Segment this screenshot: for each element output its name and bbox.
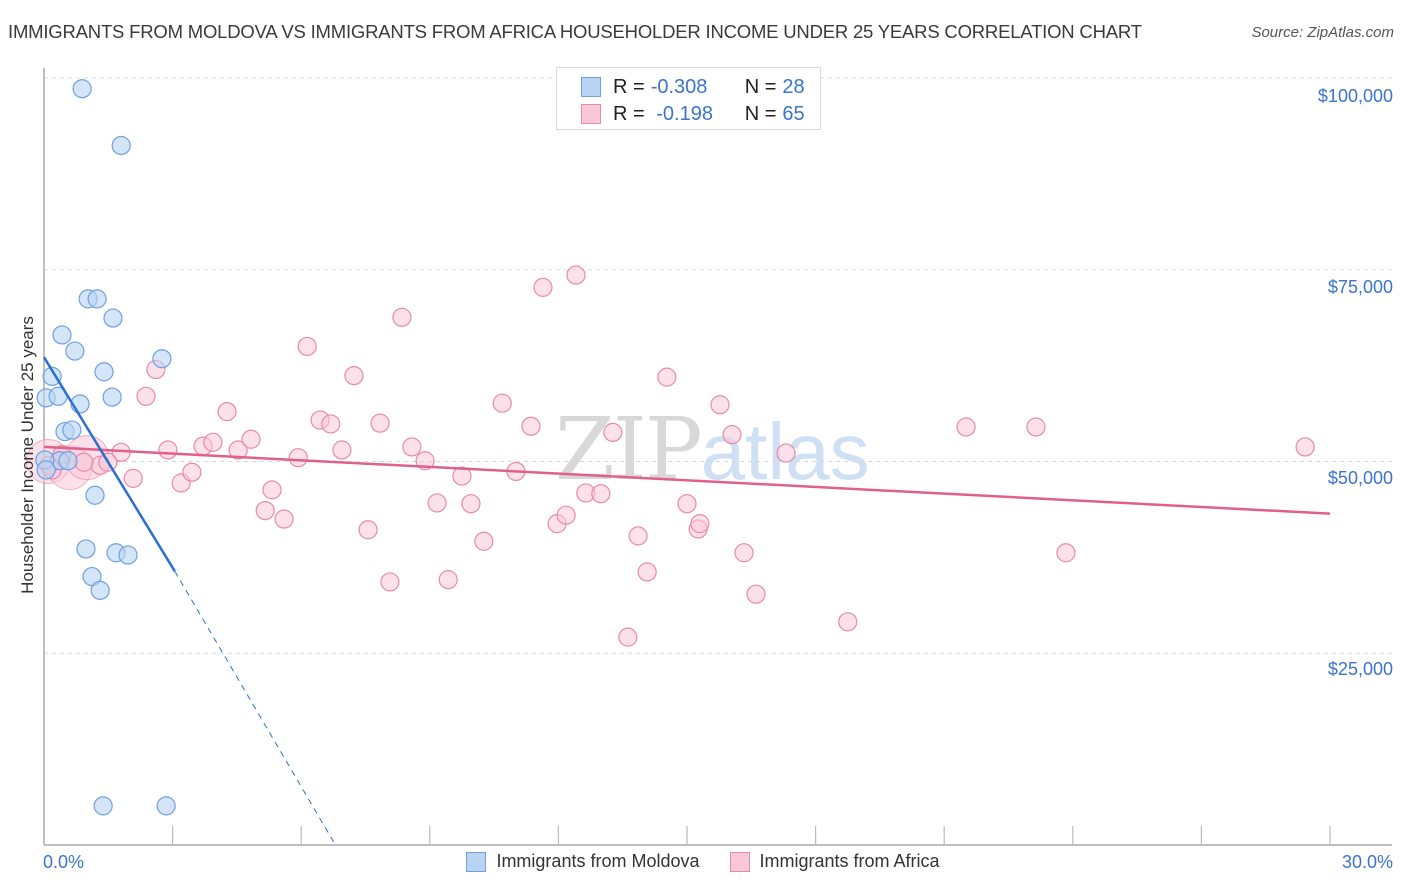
r-value: -0.308 (650, 75, 708, 98)
stats-row-moldova: R = -0.308 N = 28 (581, 75, 805, 99)
gridlines (44, 77, 1392, 654)
r-label: R = (613, 75, 645, 98)
n-value: 65 (782, 102, 805, 125)
legend-item-moldova[interactable]: Immigrants from Moldova (466, 851, 700, 872)
stats-legend: R = -0.308 N = 28 R = -0.198 N = 65 (556, 67, 821, 130)
x-tick-min: 0.0% (43, 852, 85, 872)
moldova-swatch (466, 851, 487, 872)
n-value: 28 (782, 75, 805, 98)
r-value: -0.198 (650, 102, 713, 125)
y-tick-25000: $25,000 (1327, 659, 1393, 679)
trend-lines (42, 356, 1331, 846)
chart-title: IMMIGRANTS FROM MOLDOVA VS IMMIGRANTS FR… (8, 21, 1142, 42)
moldova-points (35, 79, 176, 816)
africa-swatch (729, 851, 750, 872)
bottom-legend: Immigrants from Moldova Immigrants from … (0, 851, 1406, 872)
source-label: Source: ZipAtlas.com (1251, 24, 1394, 41)
n-label: N = (744, 75, 777, 98)
y-axis-label: Householder Income Under 25 years (18, 316, 37, 594)
n-label: N = (744, 102, 777, 125)
y-tick-75000: $75,000 (1327, 277, 1393, 297)
legend-label: Immigrants from Africa (759, 851, 940, 871)
legend-item-africa[interactable]: Immigrants from Africa (729, 851, 940, 872)
y-tick-100000: $100,000 (1317, 86, 1393, 106)
africa-swatch (581, 104, 601, 124)
x-tick-max: 30.0% (1341, 852, 1393, 872)
r-label: R = (613, 102, 645, 125)
moldova-swatch (581, 77, 601, 97)
y-tick-50000: $50,000 (1327, 468, 1393, 488)
legend-label: Immigrants from Moldova (496, 851, 700, 871)
stats-row-africa: R = -0.198 N = 65 (581, 102, 805, 126)
